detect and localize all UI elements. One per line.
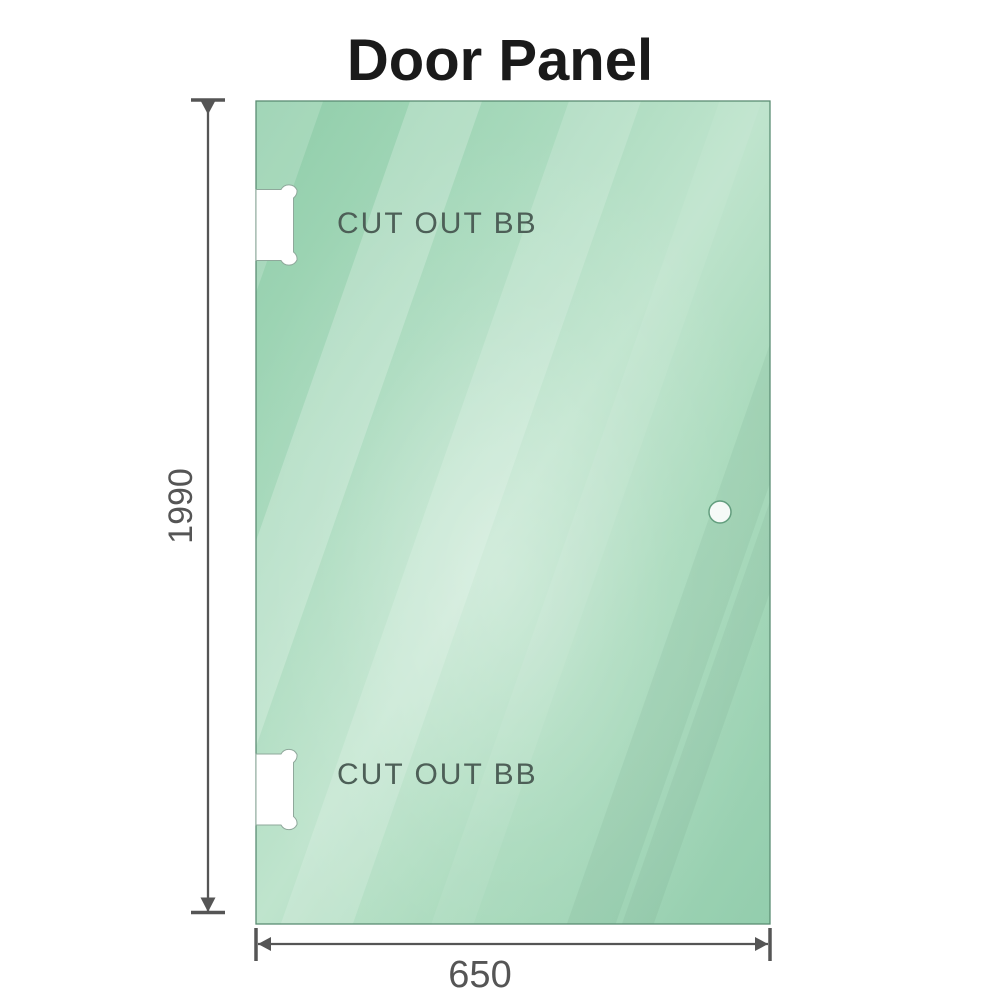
svg-text:CUT OUT BB: CUT OUT BB [337, 758, 538, 791]
svg-text:1990: 1990 [162, 468, 200, 544]
svg-text:650: 650 [448, 954, 511, 996]
svg-text:CUT OUT BB: CUT OUT BB [337, 207, 538, 240]
